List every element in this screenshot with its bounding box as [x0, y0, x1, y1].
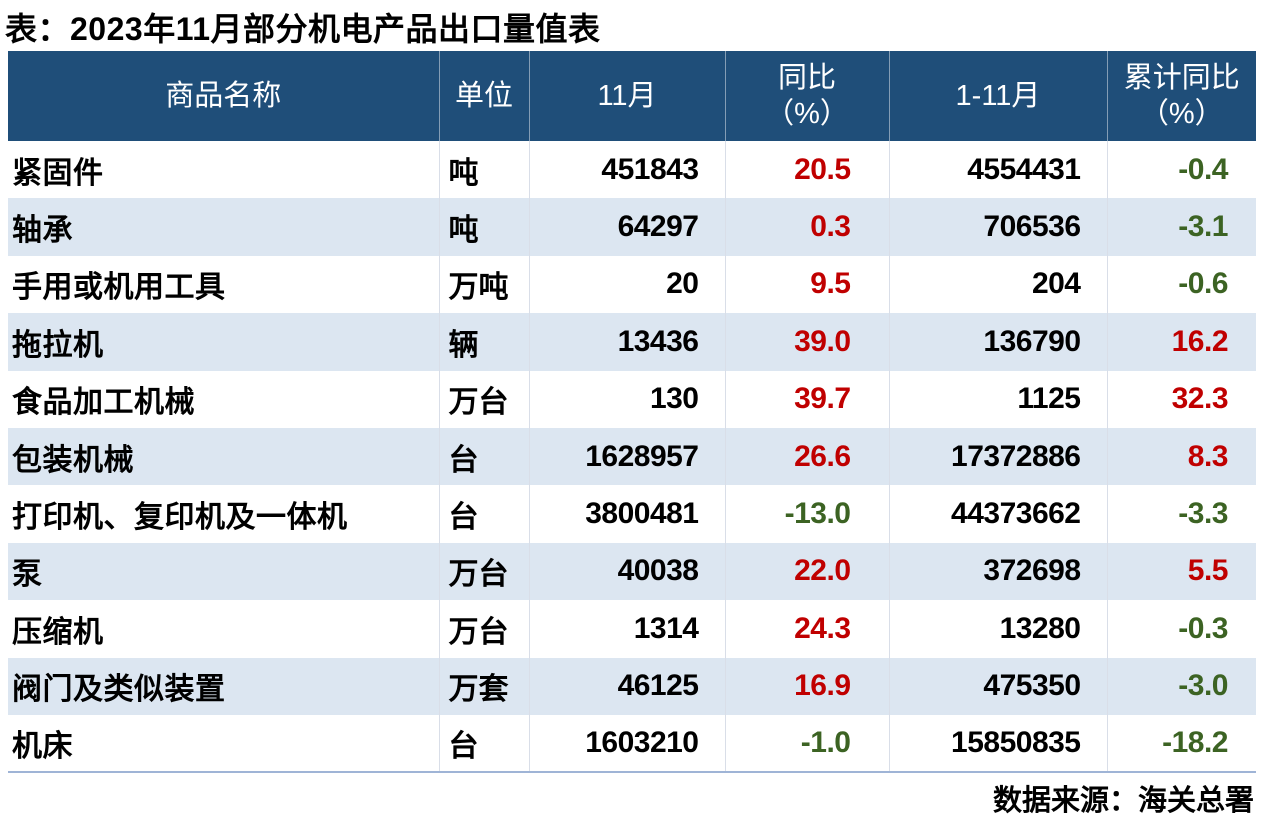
cell-cumulative-yoy-percent: -18.2 — [1106, 714, 1256, 773]
cell-product-name: 手用或机用工具 — [12, 271, 226, 305]
export-data-table: 商品名称 单位 11月 同比 （%） 1-11月 累计同比 （%） — [8, 51, 1256, 774]
column-header-cumulative-yoy: 累计同比 （%） — [1106, 51, 1256, 141]
cell-unit: 万台 — [438, 600, 529, 658]
cell-november-value: 40038 — [528, 542, 725, 601]
cell-jan-nov-value: 706536 — [888, 198, 1107, 256]
cell-november-value: 46125 — [528, 657, 725, 715]
cell-november-value: 130 — [528, 370, 725, 428]
table-row: 机床 台 1603210 -1.0 15850835 -18.2 — [8, 714, 1256, 773]
cell-november-value: 1314 — [528, 600, 725, 658]
cell-product-name: 机床 — [12, 730, 73, 764]
cell-november-value: 451843 — [528, 141, 725, 199]
cell-jan-nov-value: 13280 — [888, 600, 1107, 658]
cell-unit: 万台 — [438, 370, 529, 428]
cell-unit: 辆 — [438, 313, 529, 371]
cell-cumulative-yoy-percent: -3.1 — [1106, 198, 1256, 256]
table-row: 紧固件 吨 451843 20.5 4554431 -0.4 — [8, 141, 1256, 199]
cell-cumulative-yoy-percent: -0.3 — [1106, 600, 1256, 658]
column-header-jan-nov: 1-11月 — [888, 51, 1107, 141]
cell-product-name: 包装机械 — [8, 427, 439, 486]
table-body: 紧固件 吨 451843 20.5 4554431 -0.4 轴承 吨 6429… — [8, 141, 1256, 773]
table-row: 阀门及类似装置 万套 46125 16.9 475350 -3.0 — [8, 657, 1256, 715]
cell-unit: 万吨 — [438, 255, 529, 314]
cell-unit: 台 — [438, 485, 529, 543]
cell-product-name: 打印机、复印机及一体机 — [12, 501, 348, 535]
cell-product-name: 紧固件 — [12, 156, 104, 190]
page-title: 表：2023年11月部分机电产品出口量值表 — [5, 11, 601, 47]
cell-product-name: 泵 — [8, 542, 439, 601]
cell-yoy-percent: 20.5 — [724, 141, 889, 199]
cell-november-value: 20 — [528, 255, 725, 314]
cell-yoy-percent: 22.0 — [724, 542, 889, 601]
cell-cumulative-yoy-percent: -3.0 — [1106, 657, 1256, 715]
column-header-november: 11月 — [528, 51, 725, 141]
cell-jan-nov-value: 4554431 — [888, 141, 1107, 199]
cell-unit: 台 — [438, 714, 529, 773]
cell-yoy-percent: 16.9 — [724, 657, 889, 715]
table-row: 食品加工机械 万台 130 39.7 1125 32.3 — [8, 370, 1256, 428]
cell-november-value: 13436 — [528, 313, 725, 371]
cell-unit: 台 — [438, 427, 529, 486]
cell-product-name: 拖拉机 — [8, 313, 439, 371]
cell-jan-nov-value: 15850835 — [888, 714, 1107, 773]
cell-yoy-percent: 9.5 — [724, 255, 889, 314]
cell-november-value: 3800481 — [528, 485, 725, 543]
cell-product-name: 轴承 — [8, 198, 439, 256]
cell-unit: 万台 — [438, 542, 529, 601]
cell-product-name: 食品加工机械 — [12, 386, 195, 420]
cell-cumulative-yoy-percent: -0.4 — [1106, 141, 1256, 199]
cell-unit: 吨 — [438, 198, 529, 256]
cell-jan-nov-value: 17372886 — [888, 427, 1107, 486]
header-row: 商品名称 单位 11月 同比 （%） 1-11月 累计同比 （%） — [8, 51, 1256, 141]
table-row: 泵 万台 40038 22.0 372698 5.5 — [8, 542, 1256, 601]
cell-cumulative-yoy-percent: -0.6 — [1106, 255, 1256, 314]
cell-november-value: 64297 — [528, 198, 725, 256]
table-row: 拖拉机 辆 13436 39.0 136790 16.2 — [8, 313, 1256, 371]
table-header: 商品名称 单位 11月 同比 （%） 1-11月 累计同比 （%） — [8, 51, 1256, 141]
table-row: 打印机、复印机及一体机 台 3800481 -13.0 44373662 -3.… — [8, 485, 1256, 543]
cell-yoy-percent: 26.6 — [724, 427, 889, 486]
cell-unit: 吨 — [438, 141, 529, 199]
cell-yoy-percent: 0.3 — [724, 198, 889, 256]
cell-cumulative-yoy-percent: 16.2 — [1106, 313, 1256, 371]
cell-product-name: 压缩机 — [12, 615, 104, 649]
cell-jan-nov-value: 44373662 — [888, 485, 1107, 543]
cell-yoy-percent: -13.0 — [724, 485, 889, 543]
cell-november-value: 1603210 — [528, 714, 725, 773]
column-header-yoy: 同比 （%） — [724, 51, 889, 141]
cell-cumulative-yoy-percent: 32.3 — [1106, 370, 1256, 428]
table-row: 手用或机用工具 万吨 20 9.5 204 -0.6 — [8, 255, 1256, 314]
cell-product-name: 阀门及类似装置 — [8, 657, 439, 715]
cell-unit: 万套 — [438, 657, 529, 715]
cell-jan-nov-value: 475350 — [888, 657, 1107, 715]
cell-cumulative-yoy-percent: -3.3 — [1106, 485, 1256, 543]
table-row: 包装机械 台 1628957 26.6 17372886 8.3 — [8, 427, 1256, 486]
cell-yoy-percent: -1.0 — [724, 714, 889, 773]
cell-jan-nov-value: 1125 — [888, 370, 1107, 428]
cell-yoy-percent: 39.7 — [724, 370, 889, 428]
table-row: 轴承 吨 64297 0.3 706536 -3.1 — [8, 198, 1256, 256]
cell-november-value: 1628957 — [528, 427, 725, 486]
cell-yoy-percent: 39.0 — [724, 313, 889, 371]
table-row: 压缩机 万台 1314 24.3 13280 -0.3 — [8, 600, 1256, 658]
cell-jan-nov-value: 204 — [888, 255, 1107, 314]
cell-jan-nov-value: 372698 — [888, 542, 1107, 601]
cell-cumulative-yoy-percent: 8.3 — [1106, 427, 1256, 486]
cell-jan-nov-value: 136790 — [888, 313, 1107, 371]
cell-cumulative-yoy-percent: 5.5 — [1106, 542, 1256, 601]
column-header-unit: 单位 — [438, 51, 529, 141]
cell-yoy-percent: 24.3 — [724, 600, 889, 658]
column-header-product-name: 商品名称 — [8, 51, 439, 141]
data-source-note: 数据来源：海关总署 — [992, 785, 1254, 817]
